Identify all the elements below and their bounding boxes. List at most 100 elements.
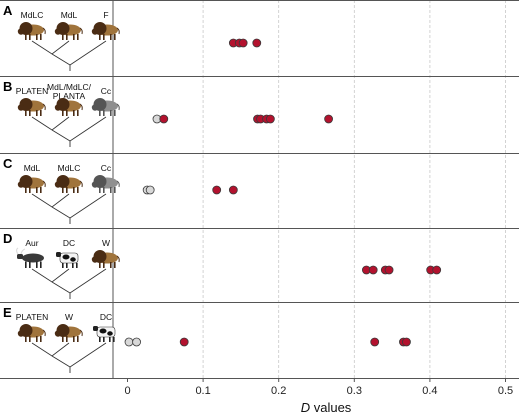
bison-icon — [17, 22, 46, 40]
leg — [36, 34, 38, 40]
leg — [40, 187, 42, 193]
leg — [62, 336, 64, 342]
taxon-label: F — [103, 10, 108, 20]
taxon-label: Aur — [25, 238, 38, 248]
leg — [73, 187, 75, 193]
data-point-non-significant — [124, 337, 134, 347]
leg — [36, 336, 38, 342]
leg — [103, 337, 105, 342]
bison-icon — [54, 22, 83, 40]
x-axis-label-symbol: D — [301, 400, 310, 415]
taxon-label-line: Cc — [101, 163, 112, 173]
leg — [77, 110, 79, 116]
leg — [29, 110, 31, 116]
leg — [110, 187, 112, 193]
bison-icon — [17, 324, 46, 342]
leg — [25, 110, 27, 116]
head — [91, 28, 99, 35]
tail — [42, 180, 46, 188]
bison-icon — [91, 22, 120, 40]
head — [17, 330, 25, 337]
tree-branches — [31, 40, 107, 66]
tail — [42, 27, 46, 35]
taxon-label-line: PLANTA — [53, 91, 86, 101]
gray-bison-icon — [91, 175, 120, 193]
panel-letter: A — [3, 3, 13, 18]
tail — [116, 180, 120, 188]
head — [54, 181, 62, 188]
taxon-label: MdLC — [58, 163, 81, 173]
leg — [25, 336, 27, 342]
tail — [42, 329, 46, 337]
leg — [103, 34, 105, 40]
head — [17, 181, 25, 188]
leg — [103, 110, 105, 116]
leg — [99, 34, 101, 40]
panel-a: A MdLC MdL F — [3, 3, 262, 71]
taxon-label-line: MdL/MdLC/ — [47, 82, 92, 92]
taxon-label-line: MdLC — [21, 10, 44, 20]
taxon-label: W — [65, 312, 73, 322]
taxon-label-line: MdLC — [58, 163, 81, 173]
x-tick-label: 0.1 — [195, 385, 210, 397]
leg — [40, 336, 42, 342]
tail — [116, 103, 120, 111]
panel-e: E PLATEN W DC — [3, 305, 411, 373]
phylogenetic-tree — [31, 193, 107, 224]
x-tick-label: 0.5 — [498, 385, 513, 397]
taxon-label: MdL — [24, 163, 41, 173]
taxon-label-line: PLATEN — [16, 86, 48, 96]
taxon-label-line: Cc — [101, 86, 112, 96]
x-axis-label-text: values — [314, 400, 352, 415]
panel-letter: B — [3, 79, 12, 94]
phylogenetic-tree — [31, 268, 107, 299]
data-point-significant — [432, 265, 442, 275]
leg — [25, 261, 27, 268]
bison-icon — [17, 98, 46, 116]
head — [54, 28, 62, 35]
tail — [116, 255, 120, 263]
data-point-significant — [368, 265, 378, 275]
leg — [114, 110, 116, 116]
taxon-label: Cc — [101, 163, 112, 173]
cow-icon — [93, 326, 116, 342]
head — [54, 330, 62, 337]
leg — [66, 34, 68, 40]
leg — [103, 187, 105, 193]
head — [17, 28, 25, 35]
gray-bison-icon — [91, 98, 120, 116]
data-point-significant — [265, 114, 275, 124]
bison-icon — [54, 98, 83, 116]
taxon-label: PLATEN — [16, 312, 48, 322]
taxon-label: DC — [100, 312, 112, 322]
leg — [62, 263, 64, 268]
head — [91, 104, 99, 111]
leg — [103, 262, 105, 268]
x-tick-label: 0.4 — [422, 385, 437, 397]
leg — [113, 337, 115, 342]
taxon-label-line: MdL — [61, 10, 78, 20]
x-tick-label: 0.3 — [347, 385, 362, 397]
gridlines — [202, 0, 506, 378]
leg — [66, 110, 68, 116]
taxon-label: DC — [63, 238, 75, 248]
taxon-label: MdLC — [21, 10, 44, 20]
panel-c: C MdL MdLC Cc — [3, 156, 238, 224]
taxon-label: MdL/MdLC/PLANTA — [47, 82, 92, 101]
bison-icon — [54, 324, 83, 342]
spot — [70, 257, 76, 262]
cow-icon — [56, 252, 79, 268]
leg — [99, 337, 101, 342]
head — [91, 181, 99, 188]
leg — [99, 187, 101, 193]
taxon-label-line: W — [65, 312, 73, 322]
tail — [79, 329, 83, 337]
spot — [107, 331, 113, 336]
leg — [109, 337, 111, 342]
data-point-non-significant — [145, 185, 155, 195]
leg — [99, 262, 101, 268]
leg — [62, 187, 64, 193]
leg — [62, 34, 64, 40]
